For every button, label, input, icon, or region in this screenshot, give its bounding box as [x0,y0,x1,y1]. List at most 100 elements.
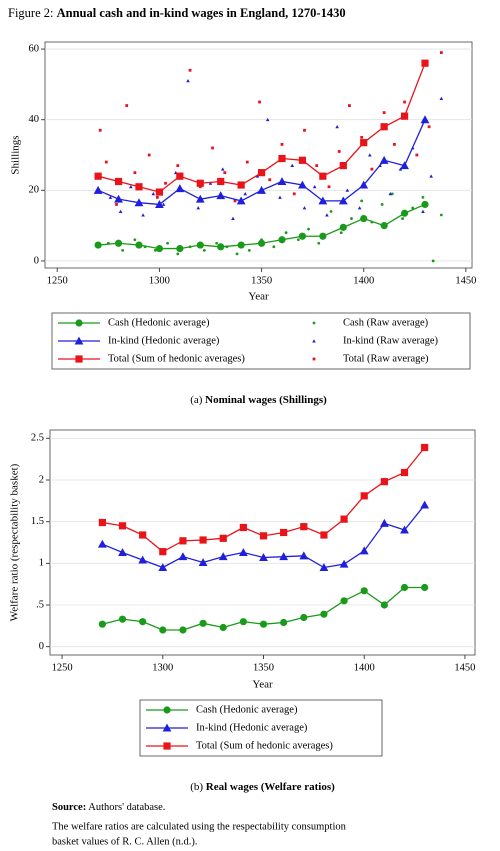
marker [299,551,309,560]
marker [259,532,268,540]
marker [74,336,84,345]
point [129,184,133,189]
legend-label: Cash (Raw average) [343,317,429,328]
point [166,241,169,245]
marker [379,155,389,164]
point [360,135,364,139]
point [382,111,386,115]
marker [239,523,247,532]
marker [217,243,225,251]
marker [97,539,107,548]
plot-area [49,429,476,656]
point [290,163,295,168]
point [147,153,151,157]
point [327,185,331,189]
point [339,231,343,235]
point [245,160,249,164]
marker [158,563,168,572]
marker [380,478,388,486]
caption-label: (a) [190,394,203,406]
marker [98,518,106,527]
marker [159,548,167,556]
source-text: Authors' database. [88,802,165,813]
point [415,153,419,157]
point [439,51,443,54]
marker [155,200,164,208]
marker [159,626,167,634]
note: The welfare ratios are calculated using … [52,821,347,832]
point [268,178,272,182]
point [118,209,123,213]
marker [139,618,147,626]
point [98,128,102,132]
marker [75,355,83,363]
point [350,217,353,220]
point [247,248,251,252]
point [188,68,192,72]
marker [93,185,103,194]
point [235,252,239,256]
x-axis-title: Year [248,291,269,303]
legend-label: In-kind (Raw average) [343,335,439,346]
marker [94,172,102,180]
point [280,143,284,146]
point [312,357,316,361]
marker [176,172,184,180]
marker [400,583,409,592]
source-label: Source: [52,802,86,813]
point [427,125,431,129]
point [211,146,214,150]
marker [75,319,83,327]
legend-label: Total (Raw average) [343,353,429,364]
legend-label: In-kind (Hedonic average) [108,335,220,346]
y-tick-label: 60 [29,43,40,54]
marker [420,500,430,509]
caption-text: Nominal wages (Shillings) [205,394,327,406]
point [337,150,341,153]
marker [278,154,286,163]
marker [400,161,409,170]
marker [175,184,185,193]
y-tick-label: 1 [39,558,44,569]
point [370,167,374,171]
marker [380,601,388,609]
point [133,171,137,175]
marker [163,742,171,750]
point [141,213,145,217]
point [164,181,167,185]
point [335,124,339,129]
x-axis-title: Year [252,679,273,691]
marker [135,241,143,249]
marker [360,214,368,223]
point [125,104,129,107]
marker [339,161,347,170]
plot-area [44,41,473,269]
marker [360,587,368,595]
marker [218,552,228,561]
point [161,202,166,206]
marker [420,115,430,124]
point [421,195,425,199]
marker [277,177,287,186]
caption-label: (b) [190,781,203,793]
marker [339,559,349,568]
point [312,184,317,189]
marker [400,112,409,120]
marker [217,177,225,186]
y-tick-label: 2 [39,474,44,485]
caption: (b) Real wages (Welfare ratios) [190,781,335,793]
marker [338,196,348,205]
point [429,174,433,178]
point [155,195,159,199]
marker [198,558,208,567]
marker [400,525,409,534]
point [348,104,351,107]
marker [114,239,123,247]
point [258,100,261,104]
marker [300,523,308,531]
y-tick-label: 40 [29,114,40,125]
y-axis-title: Welfare ratio (respectability basket) [9,463,21,621]
y-tick-label: 2.5 [31,433,44,444]
marker [340,597,348,605]
marker [114,177,123,186]
